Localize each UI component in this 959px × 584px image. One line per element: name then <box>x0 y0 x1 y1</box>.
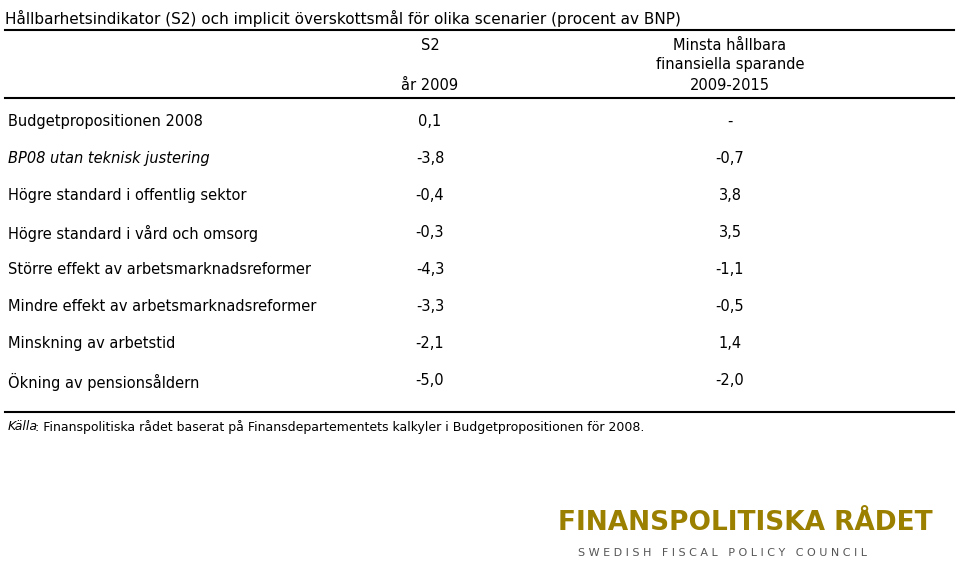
Text: Minsta hållbara: Minsta hållbara <box>673 38 786 53</box>
Text: Mindre effekt av arbetsmarknadsreformer: Mindre effekt av arbetsmarknadsreformer <box>8 299 316 314</box>
Text: Högre standard i vård och omsorg: Högre standard i vård och omsorg <box>8 225 258 242</box>
Text: Minskning av arbetstid: Minskning av arbetstid <box>8 336 175 351</box>
Text: 1,4: 1,4 <box>718 336 741 351</box>
Text: FINANSPOLITISKA RÅDET: FINANSPOLITISKA RÅDET <box>558 510 932 536</box>
Text: BP08 utan teknisk justering: BP08 utan teknisk justering <box>8 151 210 166</box>
Text: 3,8: 3,8 <box>718 188 741 203</box>
Text: år 2009: år 2009 <box>402 78 458 93</box>
Text: Högre standard i offentlig sektor: Högre standard i offentlig sektor <box>8 188 246 203</box>
Text: finansiella sparande: finansiella sparande <box>656 57 805 72</box>
Text: -5,0: -5,0 <box>415 373 444 388</box>
Text: -4,3: -4,3 <box>416 262 444 277</box>
Text: Budgetpropositionen 2008: Budgetpropositionen 2008 <box>8 114 203 129</box>
Text: -0,3: -0,3 <box>416 225 444 240</box>
Text: -0,4: -0,4 <box>415 188 444 203</box>
Text: -3,8: -3,8 <box>416 151 444 166</box>
Text: -2,1: -2,1 <box>415 336 444 351</box>
Text: S2: S2 <box>421 38 439 53</box>
Text: -: - <box>727 114 733 129</box>
Text: 2009-2015: 2009-2015 <box>690 78 770 93</box>
Text: -2,0: -2,0 <box>715 373 744 388</box>
Text: S W E D I S H   F I S C A L   P O L I C Y   C O U N C I L: S W E D I S H F I S C A L P O L I C Y C … <box>578 548 867 558</box>
Text: -3,3: -3,3 <box>416 299 444 314</box>
Text: Hållbarhetsindikator (S2) och implicit överskottsmål för olika scenarier (procen: Hållbarhetsindikator (S2) och implicit ö… <box>5 10 681 27</box>
Text: Större effekt av arbetsmarknadsreformer: Större effekt av arbetsmarknadsreformer <box>8 262 311 277</box>
Text: -0,7: -0,7 <box>715 151 744 166</box>
Text: : Finanspolitiska rådet baserat på Finansdepartementets kalkyler i Budgetproposi: : Finanspolitiska rådet baserat på Finan… <box>35 420 644 434</box>
Text: -0,5: -0,5 <box>715 299 744 314</box>
Text: Källa: Källa <box>8 420 38 433</box>
Text: 0,1: 0,1 <box>418 114 442 129</box>
Text: -1,1: -1,1 <box>715 262 744 277</box>
Text: Ökning av pensionsåldern: Ökning av pensionsåldern <box>8 373 199 391</box>
Text: 3,5: 3,5 <box>718 225 741 240</box>
